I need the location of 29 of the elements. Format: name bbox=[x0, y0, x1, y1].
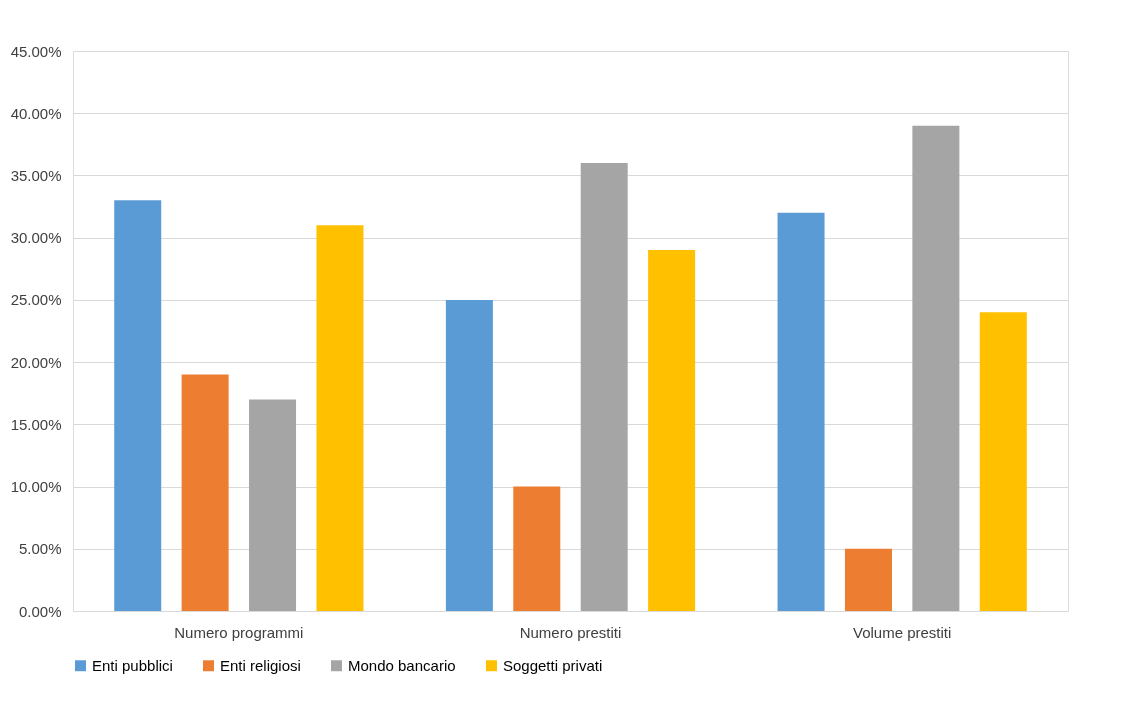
bar bbox=[445, 299, 493, 611]
bar bbox=[580, 163, 628, 611]
legend-label: Soggetti privati bbox=[503, 656, 603, 674]
bar bbox=[844, 548, 892, 611]
y-tick-label: 40.00% bbox=[10, 104, 62, 122]
x-tick-label: Numero prestiti bbox=[519, 623, 622, 641]
y-tick-label: 0.00% bbox=[18, 602, 62, 620]
bar bbox=[316, 225, 364, 611]
y-tick-label: 30.00% bbox=[10, 229, 62, 247]
bar bbox=[114, 200, 162, 611]
x-tick-label: Numero programmi bbox=[174, 623, 304, 641]
y-tick-label: 20.00% bbox=[10, 353, 62, 371]
y-tick-label: 15.00% bbox=[10, 415, 62, 433]
bar bbox=[181, 374, 229, 611]
y-tick-label: 5.00% bbox=[18, 540, 62, 558]
bar bbox=[912, 125, 960, 611]
bar bbox=[648, 250, 696, 611]
legend-label: Enti religiosi bbox=[220, 656, 301, 674]
y-tick-label: 35.00% bbox=[10, 166, 62, 184]
y-tick-label: 25.00% bbox=[10, 291, 62, 309]
x-tick-label: Volume prestiti bbox=[852, 623, 952, 641]
bar bbox=[979, 312, 1027, 611]
y-tick-label: 10.00% bbox=[10, 478, 62, 496]
y-tick-label: 45.00% bbox=[10, 42, 62, 60]
legend-label: Enti pubblici bbox=[92, 656, 173, 674]
legend-label: Mondo bancario bbox=[348, 656, 456, 674]
bar bbox=[777, 212, 825, 611]
bar bbox=[513, 486, 561, 611]
bar bbox=[249, 399, 297, 611]
